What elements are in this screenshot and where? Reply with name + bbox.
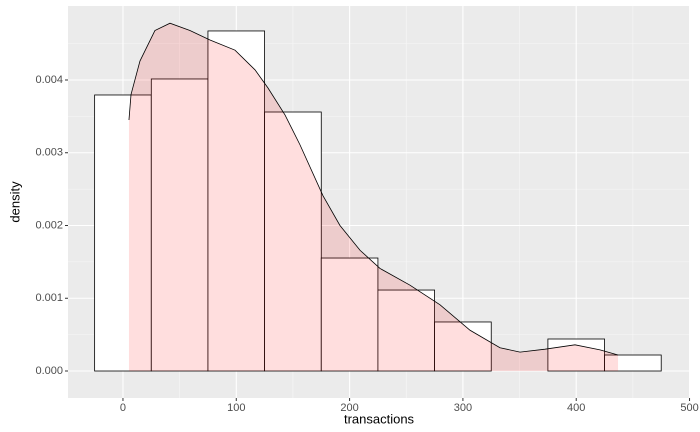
bar (547, 338, 605, 372)
y-tick-label: 0.002 (35, 219, 63, 231)
y-axis-title: density (7, 181, 22, 223)
bar (150, 78, 209, 372)
bar (264, 111, 322, 372)
bar (434, 321, 492, 372)
y-tick-label: 0.000 (35, 365, 63, 377)
marks (94, 22, 662, 372)
bar (207, 30, 266, 372)
density-area (128, 23, 619, 372)
x-tick-label: 400 (567, 402, 585, 414)
y-tick-label: 0.003 (35, 147, 63, 159)
y-tick-label: 0.004 (35, 74, 63, 86)
x-tick-label: 500 (680, 402, 698, 414)
x-tick-label: 0 (120, 402, 126, 414)
bar (604, 354, 662, 372)
x-tick-label: 300 (454, 402, 472, 414)
x-tick-label: 100 (227, 402, 245, 414)
y-tick-label: 0.001 (35, 292, 63, 304)
x-axis-title: transactions (344, 411, 415, 426)
bar (94, 94, 152, 372)
density-line (128, 22, 619, 356)
bar (377, 289, 435, 372)
x-tick-label: 200 (340, 402, 358, 414)
